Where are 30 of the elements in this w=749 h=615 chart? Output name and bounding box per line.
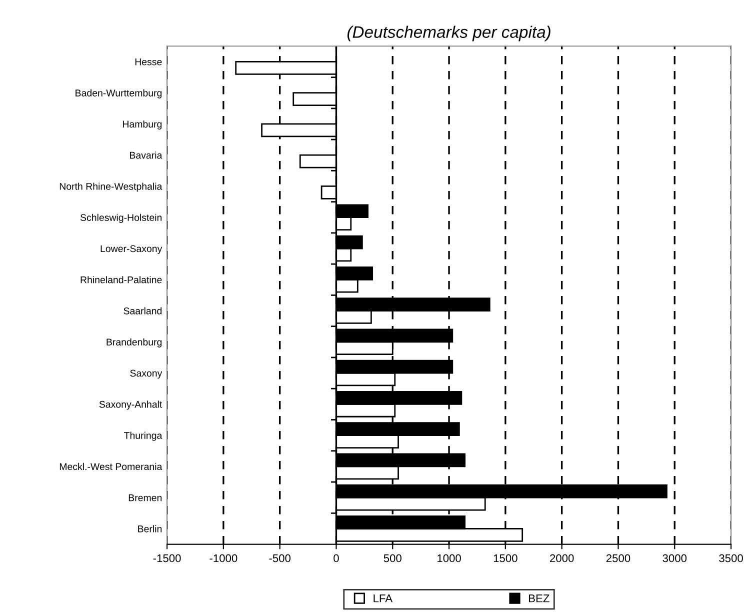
- x-tick-label: 1500: [494, 554, 518, 562]
- chart-title: (Deutschemarks per capita): [347, 26, 550, 42]
- y-tick-label: Bremen: [128, 494, 162, 502]
- x-tick-label: 500: [384, 554, 402, 562]
- y-tick-label: Saarland: [124, 307, 162, 314]
- y-tick-label: Hesse: [135, 58, 162, 66]
- y-tick-label: Brandenburg: [106, 338, 162, 348]
- y-tick-label: Saxony: [130, 370, 162, 379]
- x-tick-label: 0: [334, 554, 339, 562]
- y-tick-label: Rhineland-Palatine: [80, 276, 162, 284]
- y-tick-label: North Rhine-Westphalia: [60, 182, 162, 192]
- x-tick-label: 2000: [550, 554, 574, 562]
- y-tick-label: Lower-Saxony: [100, 245, 162, 254]
- y-tick-label: Baden-Wurttemburg: [76, 89, 162, 98]
- x-tick-label: -1000: [210, 554, 238, 562]
- x-tick-label: 3000: [662, 554, 687, 562]
- y-tick-label: Thuringa: [124, 432, 162, 441]
- x-tick-label: 3500: [719, 554, 743, 562]
- y-tick-label: Schleswig-Holstein: [80, 214, 162, 223]
- y-tick-label: Bavaria: [130, 152, 162, 159]
- y-tick-label: Meckl.-West Pomerania: [60, 462, 162, 470]
- x-tick-label: 1000: [438, 554, 461, 562]
- y-tick-label: Saxony-Anhalt: [99, 400, 162, 410]
- legend-label: LFA: [374, 594, 393, 602]
- legend-label: BEZ: [529, 594, 550, 602]
- y-tick-label: Berlin: [138, 525, 162, 532]
- y-tick-label: Hamburg: [122, 120, 162, 130]
- x-tick-label: -1500: [153, 554, 181, 562]
- x-tick-label: -500: [269, 554, 291, 562]
- x-tick-label: 2500: [606, 554, 630, 562]
